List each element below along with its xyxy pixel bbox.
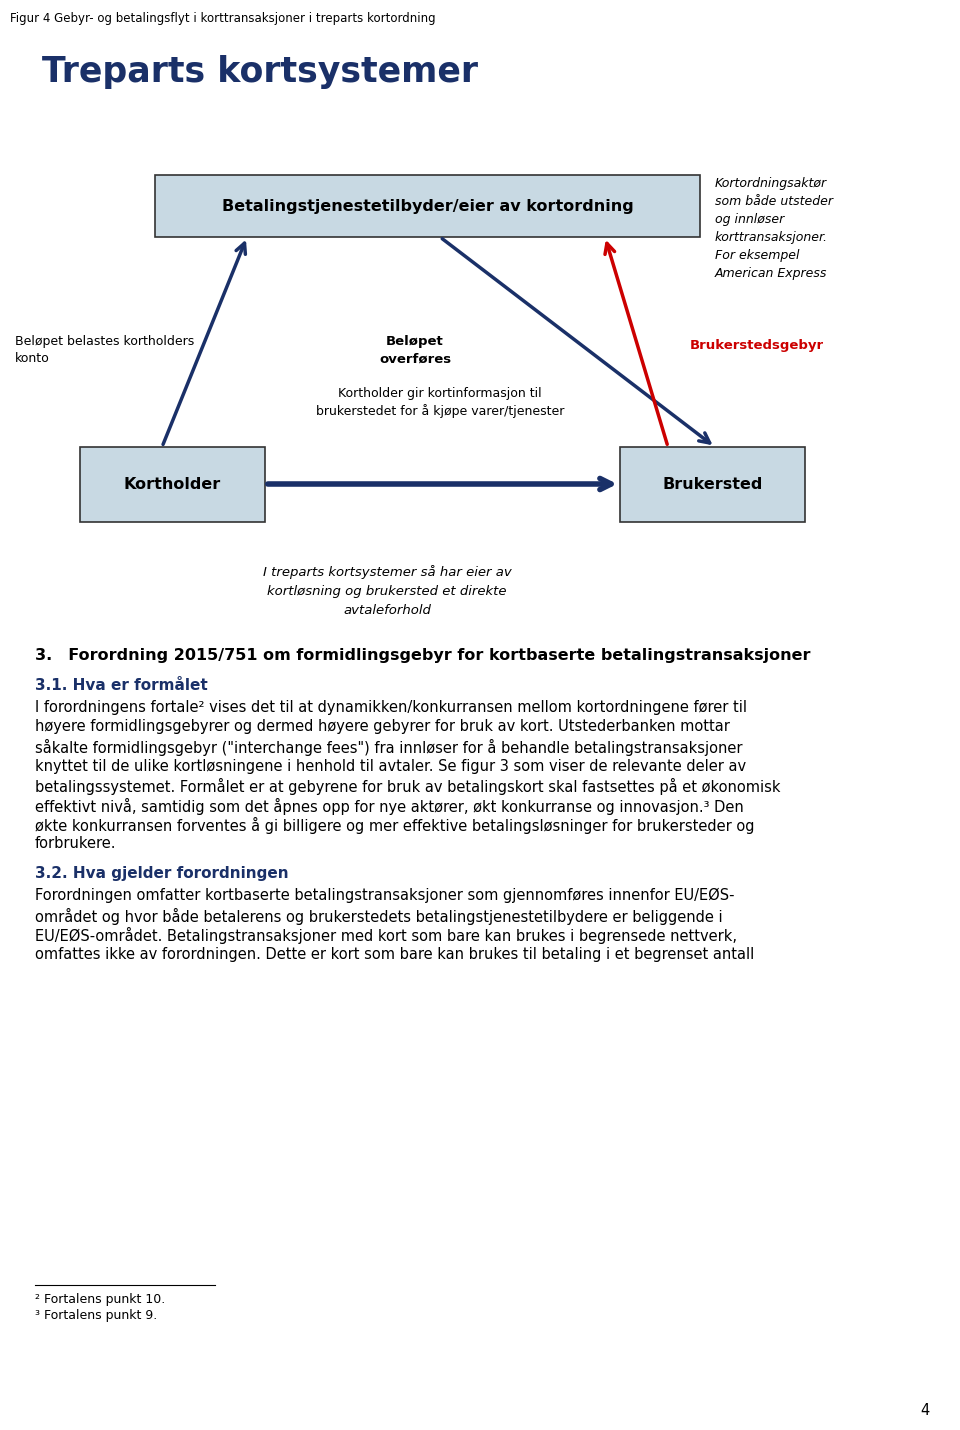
Text: Forordningen omfatter kortbaserte betalingstransaksjoner som gjennomføres innenf: Forordningen omfatter kortbaserte betali… — [35, 888, 734, 904]
Text: Kortordningsaktør
som både utsteder
og innløser
korttransaksjoner.
For eksempel
: Kortordningsaktør som både utsteder og i… — [715, 177, 833, 280]
Text: 3.1. Hva er formålet: 3.1. Hva er formålet — [35, 678, 207, 694]
Text: Kortholder: Kortholder — [124, 478, 221, 492]
Text: såkalte formidlingsgebyr ("interchange fees") fra innløser for å behandle betali: såkalte formidlingsgebyr ("interchange f… — [35, 739, 742, 756]
Text: I forordningens fortale² vises det til at dynamikken/konkurransen mellom kortord: I forordningens fortale² vises det til a… — [35, 701, 747, 715]
Text: effektivt nivå, samtidig som det åpnes opp for nye aktører, økt konkurranse og i: effektivt nivå, samtidig som det åpnes o… — [35, 798, 744, 815]
Text: knyttet til de ulike kortløsningene i henhold til avtaler. Se figur 3 som viser : knyttet til de ulike kortløsningene i he… — [35, 758, 746, 774]
Text: forbrukere.: forbrukere. — [35, 837, 116, 851]
Text: Beløpet
overføres: Beløpet overføres — [379, 335, 451, 366]
Text: området og hvor både betalerens og brukerstedets betalingstjenestetilbydere er b: området og hvor både betalerens og bruke… — [35, 908, 723, 925]
Text: Kortholder gir kortinformasjon til
brukerstedet for å kjøpe varer/tjenester: Kortholder gir kortinformasjon til bruke… — [316, 386, 564, 418]
Text: 3.2. Hva gjelder forordningen: 3.2. Hva gjelder forordningen — [35, 867, 289, 881]
Text: Brukerstedsgebyr: Brukerstedsgebyr — [690, 339, 824, 352]
Text: Betalingstjenestetilbyder/eier av kortordning: Betalingstjenestetilbyder/eier av kortor… — [222, 199, 634, 213]
Text: Beløpet belastes kortholders
konto: Beløpet belastes kortholders konto — [15, 335, 194, 366]
Text: høyere formidlingsgebyrer og dermed høyere gebyrer for bruk av kort. Utstederban: høyere formidlingsgebyrer og dermed høye… — [35, 719, 730, 735]
Text: betalingssystemet. Formålet er at gebyrene for bruk av betalingskort skal fastse: betalingssystemet. Formålet er at gebyre… — [35, 778, 780, 795]
Text: 3. Forordning 2015/751 om formidlingsgebyr for kortbaserte betalingstransaksjone: 3. Forordning 2015/751 om formidlingsgeb… — [35, 648, 810, 664]
Text: EU/EØS-området. Betalingstransaksjoner med kort som bare kan brukes i begrensede: EU/EØS-området. Betalingstransaksjoner m… — [35, 927, 737, 944]
Text: ³ Fortalens punkt 9.: ³ Fortalens punkt 9. — [35, 1308, 157, 1321]
Text: Brukersted: Brukersted — [662, 478, 762, 492]
Text: Figur 4 Gebyr- og betalingsflyt i korttransaksjoner i treparts kortordning: Figur 4 Gebyr- og betalingsflyt i korttr… — [10, 11, 436, 24]
FancyBboxPatch shape — [80, 448, 265, 522]
Text: omfattes ikke av forordningen. Dette er kort som bare kan brukes til betaling i : omfattes ikke av forordningen. Dette er … — [35, 947, 755, 961]
Text: I treparts kortsystemer så har eier av
kortløsning og brukersted et direkte
avta: I treparts kortsystemer så har eier av k… — [263, 565, 512, 616]
Text: 4: 4 — [921, 1403, 930, 1419]
Text: Treparts kortsystemer: Treparts kortsystemer — [42, 54, 478, 89]
Text: ² Fortalens punkt 10.: ² Fortalens punkt 10. — [35, 1293, 165, 1306]
Text: økte konkurransen forventes å gi billigere og mer effektive betalingsløsninger f: økte konkurransen forventes å gi billige… — [35, 817, 755, 834]
FancyBboxPatch shape — [155, 174, 700, 237]
FancyBboxPatch shape — [620, 448, 805, 522]
